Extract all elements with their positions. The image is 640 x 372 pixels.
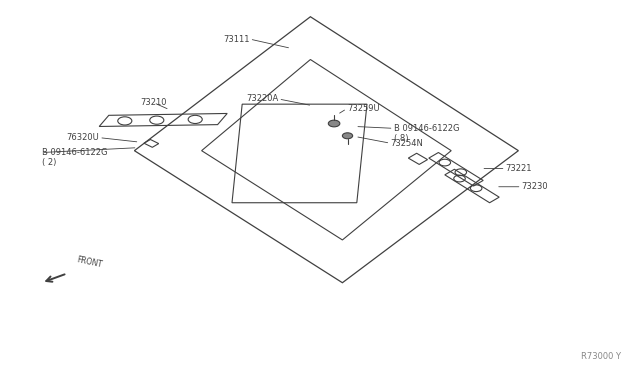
Text: 73259U: 73259U — [347, 104, 380, 113]
Text: B 09146-6122G: B 09146-6122G — [42, 148, 107, 157]
Text: FRONT: FRONT — [76, 256, 103, 270]
Text: 73221: 73221 — [506, 164, 532, 173]
Text: R73000 Y: R73000 Y — [581, 352, 621, 361]
Circle shape — [328, 120, 340, 127]
Text: ( 2): ( 2) — [42, 158, 56, 167]
Text: 73230: 73230 — [522, 182, 548, 191]
Text: B 09146-6122G: B 09146-6122G — [394, 124, 459, 133]
Text: 73210: 73210 — [140, 98, 167, 107]
Text: ( 8): ( 8) — [394, 134, 408, 143]
Circle shape — [342, 133, 353, 139]
Text: 76320U: 76320U — [67, 133, 99, 142]
Text: 73220A: 73220A — [246, 94, 278, 103]
Text: 73111: 73111 — [223, 35, 250, 44]
Text: 73254N: 73254N — [390, 139, 423, 148]
